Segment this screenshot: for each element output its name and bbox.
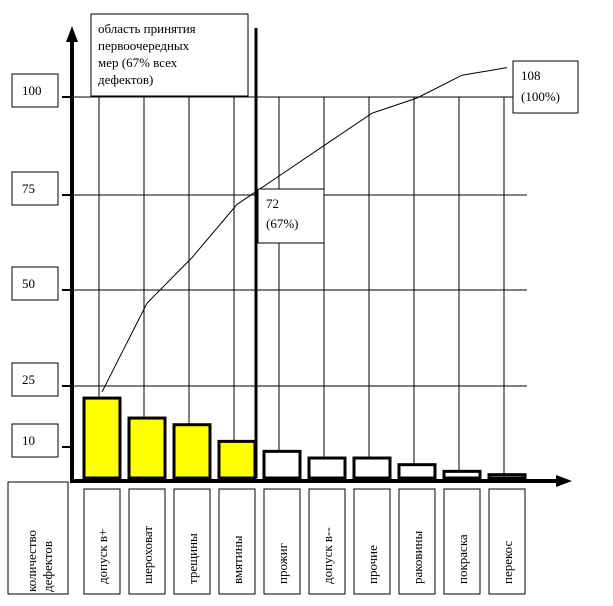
bar [397,463,437,480]
category-box [398,488,436,595]
category-label: покраска [455,534,470,584]
total-percent: (100%) [521,89,560,104]
category-box [128,488,166,595]
y-tick-box [11,266,59,301]
priority-region-annotation: область принятия первоочередных мер (67% в… [90,13,249,97]
category-box [173,488,211,595]
bar [127,416,167,480]
y-tick-box [11,171,59,206]
category-box [218,488,256,595]
bars [82,396,527,480]
y-axis-arrow [66,26,78,42]
priority-region-text: область принятия первоочередных мер (67% в… [98,21,196,87]
bar [262,449,302,480]
y-tick-box [11,423,59,458]
ylabel-box: количестводефектов [7,481,69,595]
x-axis-arrow [556,475,572,487]
y-tick-label: 10 [22,433,35,448]
y-axis-label: количестводефектов [24,530,55,592]
y-tick-box [11,362,59,397]
category-box [263,488,301,595]
category-label: вмятины [230,535,245,584]
y-tick-label: 25 [22,372,35,387]
category-box [488,488,526,595]
y-tick-label: 50 [22,276,35,291]
cutoff-percent: (67%) [266,216,299,231]
category-label: шероховат [140,526,155,584]
bar [172,423,212,480]
category-label: прочие [365,545,380,584]
category-box [443,488,481,595]
category-labels: допуск в+ шероховат трещины вмятины прожиг до… [83,488,526,595]
category-box [308,488,346,595]
y-tick-label: 100 [22,83,42,98]
category-label: трещины [185,533,200,584]
total-annotation: 108 (100%) [512,60,579,114]
y-tick-box [11,73,59,108]
bar [352,456,392,480]
bar [307,456,347,480]
cumulative-line [101,67,508,393]
y-tick-labels: 100 75 50 25 10 [11,73,59,458]
category-label: допуск в+ [95,529,110,584]
bar [442,469,482,480]
cutoff-annotation: 72 (67%) [257,188,325,244]
bar [217,439,257,480]
cutoff-value: 72 [266,196,279,211]
axes [62,26,572,487]
category-label: перекос [500,541,515,584]
category-label: раковины [410,531,425,584]
cumulative-line-group [101,67,508,393]
bar [82,396,122,480]
category-box [83,488,121,595]
grid-lines [72,96,527,478]
bar [487,473,527,480]
category-label: прожиг [275,543,290,584]
category-label: допуск в-- [320,527,335,584]
total-value: 108 [521,68,541,83]
category-box [353,488,391,595]
y-tick-label: 75 [22,181,35,196]
